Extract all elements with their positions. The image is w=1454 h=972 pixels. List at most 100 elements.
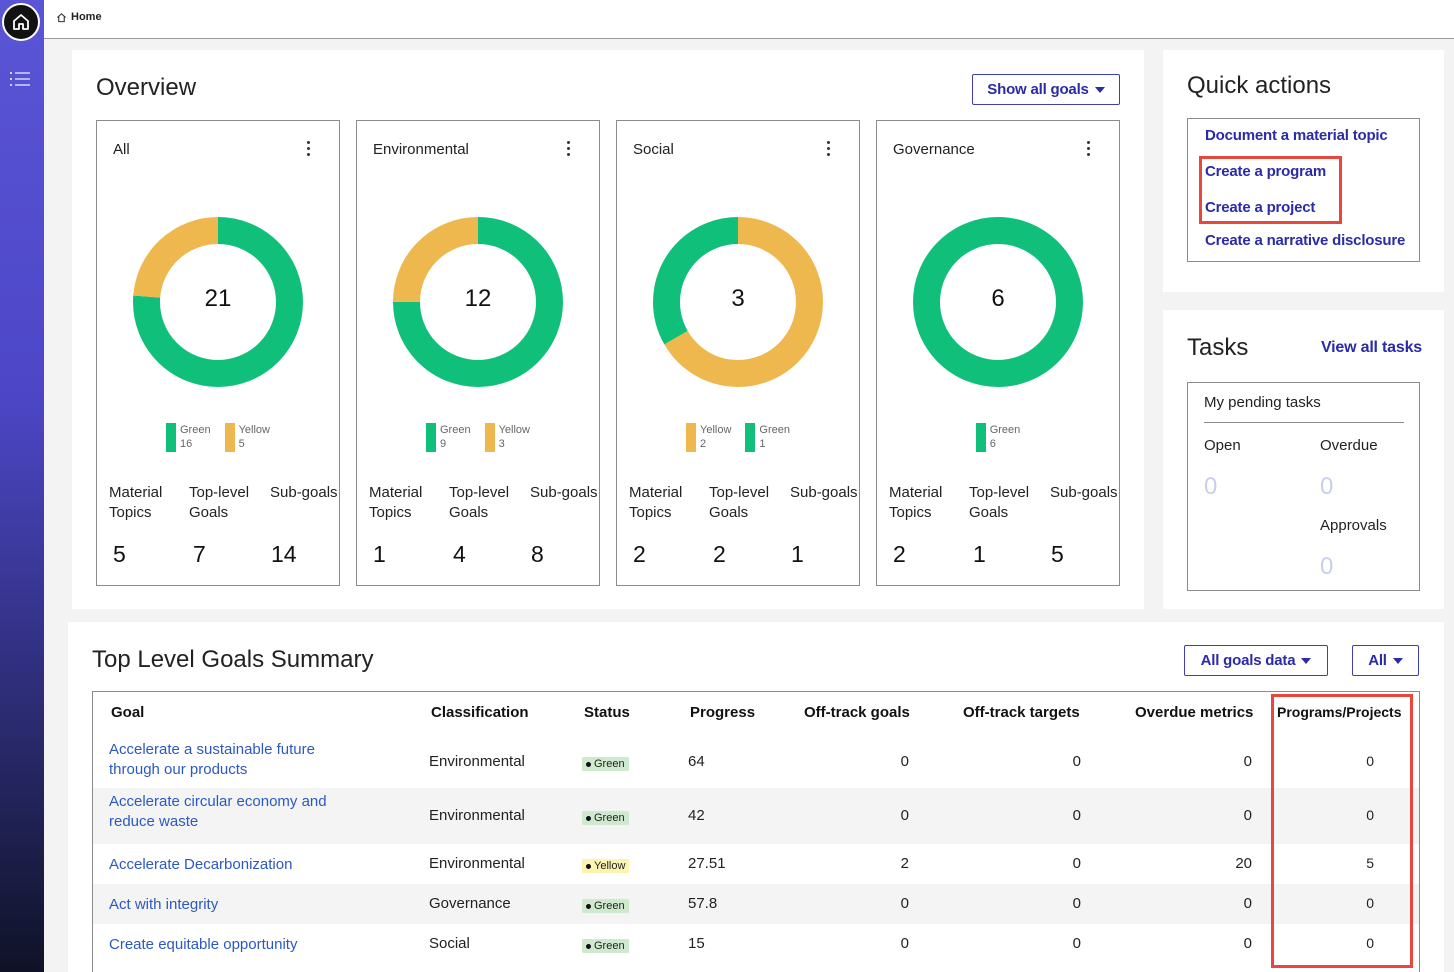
overdue-metrics-cell: 20 bbox=[1235, 855, 1252, 872]
chevron-down-icon bbox=[1094, 86, 1105, 93]
overdue-metrics-cell: 0 bbox=[1243, 895, 1252, 912]
approvals-count[interactable]: 0 bbox=[1320, 553, 1334, 580]
stat-label: Material Topics bbox=[889, 484, 943, 521]
status-badge: Green bbox=[582, 939, 629, 953]
show-all-goals-button[interactable]: Show all goals bbox=[972, 74, 1120, 105]
col-offtrack-targets[interactable]: Off-track targets bbox=[963, 704, 1080, 721]
offtrack-goals-cell: 0 bbox=[900, 935, 909, 952]
legend-item[interactable]: Green 9 bbox=[426, 423, 471, 452]
goal-link[interactable]: Accelerate a sustainable future through … bbox=[109, 741, 315, 778]
legend-swatch bbox=[166, 423, 176, 452]
donut-segment-1[interactable] bbox=[393, 217, 563, 387]
open-count[interactable]: 0 bbox=[1204, 473, 1218, 500]
col-offtrack-goals[interactable]: Off-track goals bbox=[804, 704, 910, 721]
table-row[interactable]: Accelerate circular economy and reduce w… bbox=[93, 788, 1419, 844]
col-classification[interactable]: Classification bbox=[431, 704, 529, 721]
programs-projects-cell: 0 bbox=[1366, 935, 1374, 951]
legend-item[interactable]: Yellow 5 bbox=[224, 423, 270, 452]
more-options-icon[interactable] bbox=[825, 141, 831, 157]
all-goals-data-button[interactable]: All goals data bbox=[1184, 645, 1328, 676]
show-all-goals-label: Show all goals bbox=[987, 81, 1089, 98]
legend-item[interactable]: Green 16 bbox=[166, 423, 211, 452]
create-narrative-disclosure-link[interactable]: Create a narrative disclosure bbox=[1205, 232, 1406, 249]
status-label: Yellow bbox=[594, 860, 626, 872]
stat-label: Top-level Goals bbox=[449, 484, 510, 521]
pending-divider bbox=[1204, 422, 1404, 423]
legend-item[interactable]: Yellow 2 bbox=[686, 423, 731, 452]
legend-value: 16 bbox=[180, 438, 193, 450]
breadcrumb[interactable]: Home bbox=[56, 11, 102, 23]
stat-value[interactable]: 1 bbox=[373, 541, 386, 567]
col-status[interactable]: Status bbox=[584, 704, 630, 721]
more-options-icon[interactable] bbox=[1085, 141, 1091, 157]
highlight-box-programs-column bbox=[1271, 694, 1413, 968]
stat-value[interactable]: 14 bbox=[271, 541, 297, 567]
stat-value[interactable]: 1 bbox=[791, 541, 804, 567]
chevron-down-icon bbox=[1392, 657, 1403, 664]
classification-cell: Governance bbox=[429, 895, 511, 912]
legend-label: Yellow bbox=[498, 424, 530, 436]
stat-value[interactable]: 7 bbox=[193, 541, 206, 567]
donut-segment-1[interactable] bbox=[653, 217, 823, 387]
col-overdue-metrics[interactable]: Overdue metrics bbox=[1135, 704, 1254, 721]
donut-segment-1[interactable] bbox=[133, 217, 303, 387]
create-project-link[interactable]: Create a project bbox=[1205, 199, 1316, 216]
create-program-link[interactable]: Create a program bbox=[1205, 163, 1327, 180]
stat-value[interactable]: 2 bbox=[713, 541, 726, 567]
col-progress[interactable]: Progress bbox=[690, 704, 756, 721]
chevron-down-icon bbox=[1301, 657, 1312, 664]
legend-item[interactable]: Yellow 3 bbox=[484, 423, 530, 452]
status-dot-icon bbox=[586, 815, 591, 821]
goal-link[interactable]: Accelerate circular economy and reduce w… bbox=[109, 793, 327, 830]
stat-value[interactable]: 5 bbox=[1051, 541, 1064, 567]
table-row[interactable]: Act with integrity Governance Green 57.8 0 0 0… bbox=[93, 884, 1419, 924]
offtrack-goals-cell: 0 bbox=[900, 895, 909, 912]
home-nav-button[interactable] bbox=[2, 3, 40, 41]
home-icon bbox=[13, 14, 29, 30]
legend-label: Yellow bbox=[700, 424, 732, 436]
donut-segment-0[interactable] bbox=[913, 217, 1083, 387]
donut-total: 21 bbox=[204, 285, 232, 312]
stat-value[interactable]: 8 bbox=[531, 541, 544, 567]
offtrack-targets-cell: 0 bbox=[1072, 753, 1081, 770]
pending-tasks-box: My pending tasks Open 0 Overdue 0 Approv… bbox=[1187, 382, 1420, 591]
scope-all-button[interactable]: All bbox=[1352, 645, 1419, 676]
status-badge: Yellow bbox=[582, 859, 630, 873]
stat-value[interactable]: 2 bbox=[633, 541, 646, 567]
donut-total: 3 bbox=[731, 285, 745, 312]
status-label: Green bbox=[594, 940, 625, 952]
legend-label: Yellow bbox=[238, 424, 270, 436]
status-dot-icon bbox=[586, 943, 591, 949]
stat-value[interactable]: 5 bbox=[113, 541, 126, 567]
more-options-icon[interactable] bbox=[565, 141, 571, 157]
tasks-panel: Tasks View all tasks My pending tasks Op… bbox=[1163, 310, 1444, 609]
goal-link[interactable]: Act with integrity bbox=[109, 896, 219, 913]
col-programs-projects[interactable]: Programs/Projects bbox=[1277, 704, 1402, 720]
goal-link[interactable]: Create equitable opportunity bbox=[109, 936, 298, 953]
menu-list-button[interactable] bbox=[9, 70, 33, 90]
quick-actions-list: Document a material topic Create a progr… bbox=[1187, 118, 1420, 262]
top-bar: Home bbox=[44, 0, 1454, 39]
goal-link[interactable]: Accelerate Decarbonization bbox=[109, 856, 293, 873]
stat-value[interactable]: 4 bbox=[453, 541, 466, 567]
breadcrumb-home[interactable]: Home bbox=[71, 11, 102, 23]
legend-swatch bbox=[975, 423, 986, 452]
more-options-icon[interactable] bbox=[305, 141, 311, 157]
table-row[interactable]: Create equitable opportunity Social Green 1… bbox=[93, 924, 1419, 964]
donut-legend: Green 9 Yellow 3 bbox=[357, 423, 599, 452]
legend-label: Green bbox=[989, 424, 1021, 436]
stat-value[interactable]: 1 bbox=[973, 541, 986, 567]
legend-item[interactable]: Green 6 bbox=[975, 423, 1021, 452]
goals-summary-panel: Top Level Goals Summary All goals data A… bbox=[68, 622, 1444, 972]
document-material-topic-link[interactable]: Document a material topic bbox=[1205, 127, 1388, 144]
overdue-count[interactable]: 0 bbox=[1320, 473, 1334, 500]
progress-cell: 27.51 bbox=[688, 855, 726, 872]
stat-value[interactable]: 2 bbox=[893, 541, 906, 567]
view-all-tasks-link[interactable]: View all tasks bbox=[1321, 339, 1422, 356]
donut-legend: Green 16 Yellow 5 bbox=[97, 423, 339, 452]
legend-label: Green bbox=[180, 424, 211, 436]
table-row[interactable]: Accelerate a sustainable future through … bbox=[93, 736, 1419, 788]
col-goal[interactable]: Goal bbox=[111, 704, 145, 721]
table-row[interactable]: Accelerate Decarbonization Environmental Y… bbox=[93, 844, 1419, 884]
legend-item[interactable]: Green 1 bbox=[745, 423, 790, 452]
